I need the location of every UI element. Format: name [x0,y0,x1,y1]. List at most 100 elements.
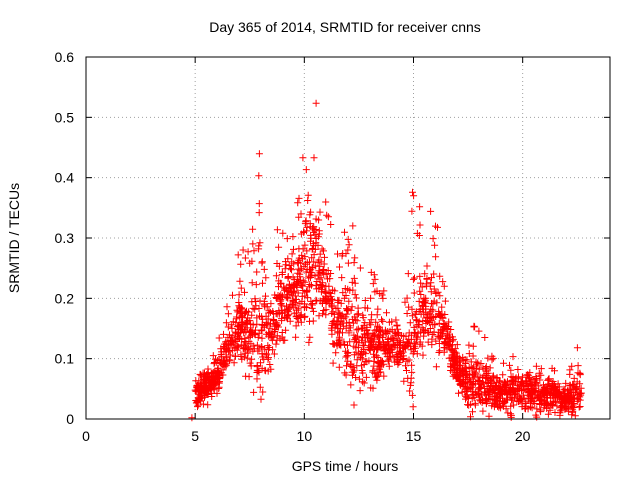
data-point [315,267,323,275]
data-point [355,375,363,383]
data-point [447,326,455,333]
data-point [469,375,477,383]
data-point [369,280,377,288]
data-point [343,362,350,370]
data-point [233,313,241,321]
tick-labels: 0 5 10 15 20 0 0.1 0.2 0.3 0.4 0.5 0.6 [55,49,531,444]
data-point [576,403,584,410]
data-point [356,264,364,272]
data-point [364,330,372,338]
data-point [403,367,410,374]
data-point [481,334,489,341]
data-point [349,315,357,323]
data-point [357,351,364,359]
data-point [457,381,465,389]
data-point [500,359,507,367]
data-point [380,287,388,295]
data-point [371,353,378,361]
data-point [351,291,359,299]
data-point [428,299,435,307]
data-point [405,303,413,311]
data-point [433,299,441,307]
data-point [393,321,401,329]
data-point [360,379,368,387]
data-point [568,411,576,419]
data-point [546,383,554,391]
data-point [374,322,382,330]
data-point [258,343,266,350]
data-point [210,382,218,390]
data-point [266,324,274,332]
data-point [355,310,362,318]
data-point [385,356,393,364]
data-point [449,368,457,376]
data-point [317,288,325,296]
data-point [551,399,559,407]
data-point [303,223,311,231]
data-point [492,400,500,408]
data-point [234,251,242,259]
data-point [288,266,295,274]
data-point [305,338,313,346]
data-point [553,402,561,410]
data-point [229,318,237,326]
data-point [404,339,412,347]
data-point [277,279,285,287]
data-point [467,400,475,408]
data-point [404,270,412,278]
data-point [222,362,230,370]
data-point [308,254,316,262]
data-point [413,229,421,237]
data-point [226,351,234,359]
data-point [271,322,279,330]
data-point [342,353,350,361]
data-point [380,372,388,380]
data-point [411,274,418,282]
data-point [440,282,448,290]
data-point [334,328,342,336]
data-point [420,332,428,340]
data-point [306,281,314,288]
data-point [408,391,416,399]
data-point [373,346,381,353]
data-point [256,239,264,247]
data-point [303,287,311,295]
data-point [243,354,251,362]
data-point [383,309,390,317]
data-point [278,302,286,310]
x-axis-label: GPS time / hours [292,458,399,474]
data-point [344,305,352,313]
data-point [422,294,430,302]
data-point [287,284,295,292]
data-point [422,308,430,316]
data-point [273,260,281,267]
data-point [532,362,540,370]
data-point [534,393,542,401]
data-point [569,382,577,390]
data-point [551,367,558,375]
data-point [379,294,387,302]
data-point [482,374,490,382]
data-point [377,368,385,376]
data-point [471,372,479,380]
data-point [506,390,514,398]
data-point [537,387,545,395]
data-point [242,320,250,328]
data-point [278,317,286,325]
data-point [494,396,501,404]
data-point [236,329,244,337]
data-point [223,303,231,311]
data-point [373,311,381,319]
data-point [363,326,371,334]
data-point [248,311,256,319]
data-point [214,364,222,372]
data-point [508,376,516,384]
data-point [312,296,320,304]
data-point [297,210,305,218]
data-point [358,367,366,374]
data-point [256,383,264,391]
data-point [230,359,238,367]
data-point [266,308,274,316]
data-point [228,324,236,332]
data-point [241,349,249,357]
